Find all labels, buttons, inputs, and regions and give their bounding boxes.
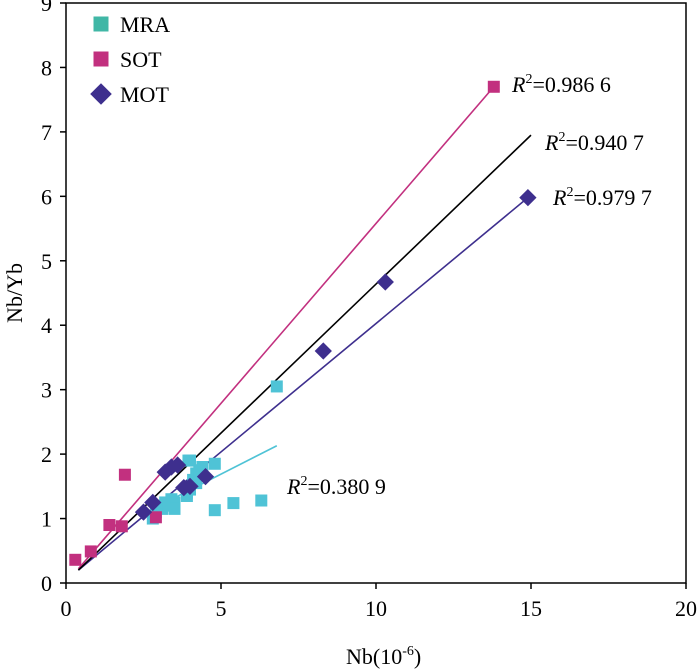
x-axis-title-exponent: -6 [402,644,414,659]
mot-point [144,493,162,512]
x-tick-label: 0 [61,596,72,621]
mra-point [208,457,221,470]
sot-point [69,553,82,566]
mra-r2-label: R2=0.380 9 [286,474,386,499]
mra-point [255,494,268,507]
x-axis-title: Nb(10-6) [346,644,421,669]
mot-r2-label: R2=0.979 7 [552,185,652,210]
overall-fit-line [77,134,532,571]
y-tick-label: 2 [41,442,52,467]
x-tick-label: 5 [216,596,227,621]
y-tick-label: 9 [41,0,52,16]
legend-label-sot: SOT [120,47,162,72]
legend-label-mra: MRA [120,12,170,37]
y-tick-label: 6 [41,184,52,209]
mot-point [519,188,537,207]
y-tick-label: 4 [41,313,52,338]
mot-point [134,503,153,521]
sot-point [84,545,97,558]
legend-label-mot: MOT [120,82,169,107]
fit-lines [77,86,532,571]
mra-point [227,497,240,510]
mra-fit-line [158,445,278,507]
x-axis-title-tail: ) [414,644,421,669]
legend: MRA SOT MOT [90,12,170,107]
mra-point [208,504,221,517]
sot-point [118,468,131,481]
y-tick-label: 5 [41,249,52,274]
legend-marker-mot [90,83,112,105]
sot-fit-line [77,86,495,570]
r2-annotations: R2=0.986 6 R2=0.940 7 R2=0.979 7 R2=0.380 9 [286,72,652,499]
y-tick-label: 8 [41,55,52,80]
sot-r2-label: R2=0.986 6 [511,72,611,97]
mot-point [196,468,215,486]
legend-marker-mra [93,16,109,32]
mra-point [270,380,283,393]
sot-point [115,520,128,533]
y-tick-label: 0 [41,571,52,596]
y-tick-label: 1 [41,507,52,532]
data-points [69,80,537,566]
mra-point [168,502,181,515]
axis-ticks: 0 5 10 15 20 0 1 2 3 4 5 6 7 8 9 [41,0,697,621]
sot-point [103,519,116,531]
x-axis-title-base: Nb(10 [346,644,402,669]
x-tick-label: 15 [520,596,542,621]
x-tick-label: 20 [675,596,697,621]
mot-point [376,273,394,291]
y-tick-label: 3 [41,378,52,403]
y-tick-label: 7 [41,120,52,145]
mot-point [168,456,187,474]
sot-point [487,80,500,93]
mot-point [181,477,199,495]
overall-r2-label: R2=0.940 7 [544,130,644,155]
x-tick-label: 10 [365,596,387,621]
legend-marker-sot [93,51,109,67]
sot-point [149,511,162,524]
y-axis-title: Nb/Yb [2,263,27,323]
mra-point [182,454,195,467]
mot-point [314,342,332,360]
